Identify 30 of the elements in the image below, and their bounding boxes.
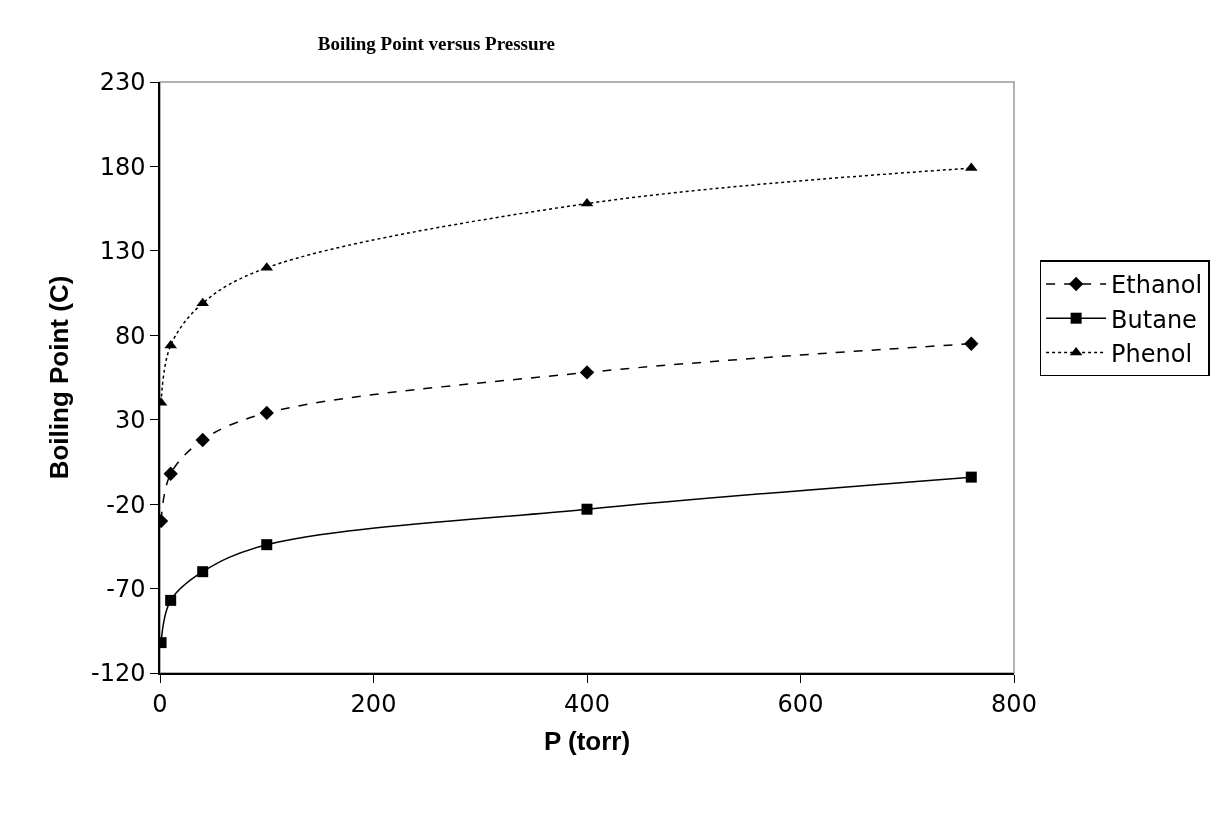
y-tick-label: 130	[99, 237, 146, 266]
legend-label: Ethanol	[1111, 271, 1203, 300]
point	[164, 339, 178, 349]
x-tick-label: 800	[991, 689, 1037, 718]
point	[261, 539, 273, 551]
x-axis-title: P (torr)	[543, 725, 631, 756]
y-axis-title: Boiling Point (C)	[43, 275, 74, 480]
legend-label: Butane	[1111, 305, 1197, 334]
point	[259, 405, 274, 421]
x-tick-label: 400	[564, 689, 610, 718]
y-tick-label: 180	[99, 152, 146, 181]
point	[197, 566, 209, 578]
point	[163, 466, 178, 481]
point	[195, 432, 210, 448]
legend-label: Phenol	[1111, 339, 1193, 368]
point	[965, 471, 977, 483]
x-tick-label: 600	[777, 689, 824, 718]
y-tick-label: -70	[106, 574, 146, 603]
y-tick-label: 30	[114, 406, 146, 435]
y-tick-label: 230	[99, 68, 146, 97]
y-tick-label: 80	[114, 321, 146, 350]
chart-title: Boiling Point versus Pressure	[317, 33, 556, 55]
point	[165, 594, 177, 606]
point	[579, 365, 595, 380]
x-tick-label: 200	[350, 689, 397, 718]
y-tick-label: -20	[106, 490, 146, 519]
point	[581, 503, 593, 515]
y-tick-label: -120	[90, 659, 146, 688]
x-tick-label: 0	[152, 689, 168, 718]
point	[964, 336, 979, 351]
